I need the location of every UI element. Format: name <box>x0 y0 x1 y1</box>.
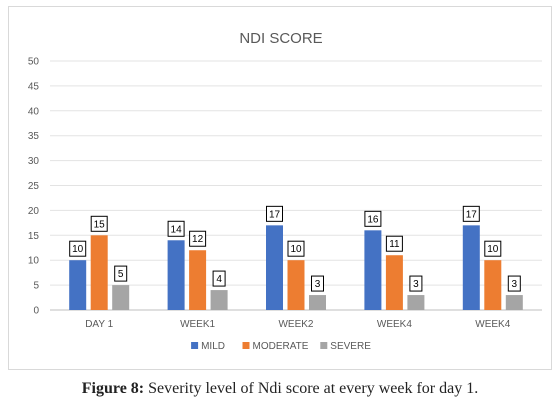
legend-label-severe: SEVERE <box>330 341 371 352</box>
data-label: 3 <box>413 279 419 290</box>
y-tick-label: 40 <box>28 106 40 117</box>
data-label-box <box>364 210 382 227</box>
y-tick-label: 35 <box>28 131 40 142</box>
legend-swatch-severe <box>320 342 328 349</box>
y-tick-label: 45 <box>28 81 40 92</box>
bar-mild <box>167 240 185 310</box>
y-tick-label: 0 <box>33 306 39 317</box>
data-label-box <box>212 270 226 287</box>
data-label: 11 <box>389 239 400 250</box>
bar-severe <box>505 295 523 310</box>
figure-caption: Figure 8: Severity level of Ndi score at… <box>0 380 560 398</box>
y-tick-label: 50 <box>28 57 40 68</box>
bars <box>69 225 523 310</box>
y-axis-ticks: 0 5 10 15 20 25 30 35 40 45 50 <box>28 57 40 317</box>
x-tick-label: WEEK1 <box>180 319 215 330</box>
data-label: 17 <box>466 209 478 220</box>
bar-moderate <box>287 260 305 310</box>
chart-frame: NDI SCORE 0 5 10 15 20 25 30 35 40 45 50 10 15 5 14 12… <box>8 6 552 370</box>
bar-moderate <box>189 250 207 310</box>
data-label: 10 <box>487 244 499 255</box>
bar-moderate <box>385 255 403 310</box>
chart-title: NDI SCORE <box>239 30 322 47</box>
data-label-box <box>287 240 305 257</box>
bar-moderate <box>484 260 502 310</box>
bar-mild <box>266 225 283 310</box>
data-label-box <box>69 240 87 257</box>
data-label-box <box>484 240 502 257</box>
y-tick-label: 10 <box>28 256 40 267</box>
x-tick-label: WEEK4 <box>377 319 412 330</box>
data-label: 12 <box>192 234 204 245</box>
legend-label-mild: MILD <box>201 341 225 352</box>
y-tick-label: 15 <box>28 231 40 242</box>
bar-mild <box>364 230 382 310</box>
legend-swatch-mild <box>191 342 199 349</box>
y-tick-label: 30 <box>28 156 40 167</box>
bar-severe <box>407 295 425 310</box>
grid-lines <box>50 60 542 311</box>
y-tick-label: 20 <box>28 206 40 217</box>
legend-label-moderate: MODERATE <box>253 341 309 352</box>
x-tick-label: WEEK2 <box>278 319 313 330</box>
data-label-box <box>189 230 207 247</box>
bar-chart: NDI SCORE 0 5 10 15 20 25 30 35 40 45 50 10 15 5 14 12… <box>28 30 542 352</box>
data-label-box <box>90 215 108 232</box>
caption-label: Figure 8: <box>81 380 145 397</box>
data-label-box <box>409 275 423 292</box>
bar-moderate <box>90 235 108 310</box>
data-label-box <box>311 275 324 292</box>
data-label: 3 <box>315 279 321 290</box>
data-label-box <box>114 265 128 282</box>
data-label: 10 <box>290 244 302 255</box>
data-label: 15 <box>94 219 106 230</box>
data-label-box <box>507 275 521 292</box>
legend: MILD MODERATE SEVERE <box>191 341 371 352</box>
x-axis-ticks: DAY 1 WEEK1 WEEK2 WEEK4 WEEK4 <box>85 319 511 330</box>
bar-severe <box>210 290 228 310</box>
data-label: 5 <box>118 269 124 280</box>
data-label: 14 <box>171 224 183 235</box>
data-label-box <box>462 205 480 222</box>
data-labels: 10 15 5 14 12 4 17 10 3 16 11 3 17 10 3 <box>69 205 521 292</box>
data-label-box <box>266 205 283 222</box>
bar-mild <box>69 260 87 310</box>
data-label: 10 <box>72 244 84 255</box>
data-label: 17 <box>269 209 281 220</box>
data-label-box <box>167 220 185 237</box>
x-tick-label: WEEK4 <box>475 319 510 330</box>
bar-severe <box>309 295 326 310</box>
y-tick-label: 25 <box>28 181 40 192</box>
x-tick-label: DAY 1 <box>85 319 113 330</box>
data-label: 3 <box>512 279 518 290</box>
data-label: 16 <box>367 214 379 225</box>
bar-severe <box>112 285 130 310</box>
legend-swatch-moderate <box>242 342 250 349</box>
caption-text: Severity level of Ndi score at every wee… <box>144 380 479 397</box>
y-tick-label: 5 <box>33 281 39 292</box>
bar-mild <box>462 225 480 310</box>
data-label-box <box>385 235 403 252</box>
data-label: 4 <box>216 274 222 285</box>
